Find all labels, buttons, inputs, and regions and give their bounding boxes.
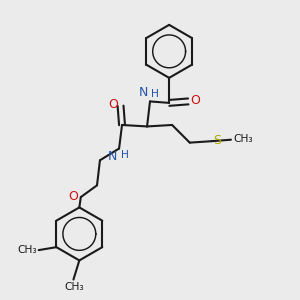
Text: O: O <box>108 98 118 111</box>
Text: H: H <box>152 89 159 99</box>
Text: N: N <box>108 150 118 163</box>
Text: H: H <box>121 150 128 160</box>
Text: O: O <box>69 190 78 203</box>
Text: O: O <box>190 94 200 107</box>
Text: CH₃: CH₃ <box>18 244 37 254</box>
Text: CH₃: CH₃ <box>233 134 253 144</box>
Text: CH₃: CH₃ <box>64 282 84 292</box>
Text: S: S <box>214 134 222 147</box>
Text: N: N <box>139 86 148 99</box>
